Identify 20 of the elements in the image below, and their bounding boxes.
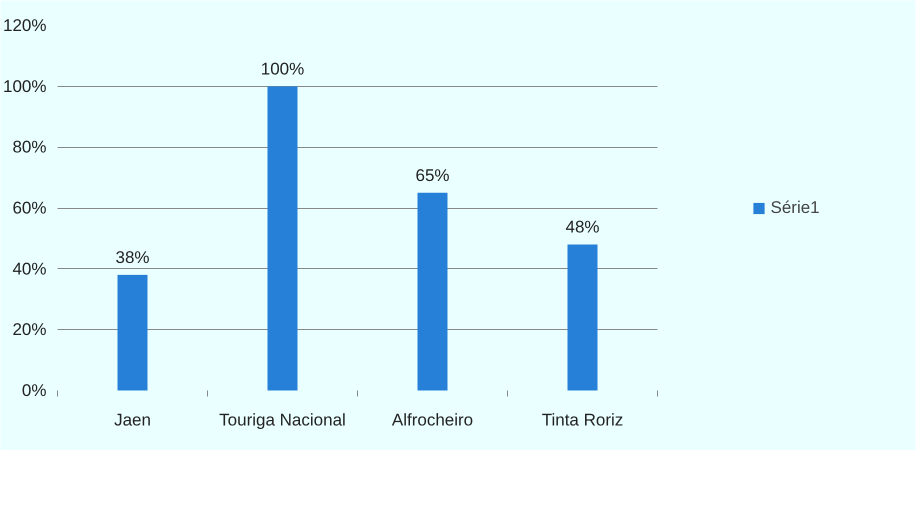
bar bbox=[568, 244, 598, 390]
x-tick-label: Alfrocheiro bbox=[392, 410, 474, 430]
y-tick-label: 40% bbox=[12, 259, 47, 278]
y-tick-label: 0% bbox=[22, 381, 47, 400]
data-label: 100% bbox=[260, 59, 304, 78]
y-tick-label: 80% bbox=[12, 138, 47, 157]
bar bbox=[418, 192, 448, 390]
data-label: 38% bbox=[115, 248, 150, 267]
data-label: 65% bbox=[415, 166, 450, 185]
bar bbox=[268, 86, 298, 390]
bar bbox=[118, 274, 148, 390]
y-tick-label: 20% bbox=[12, 320, 47, 340]
y-tick-label: 60% bbox=[12, 198, 47, 218]
x-tick-label: Touriga Nacional bbox=[219, 410, 346, 430]
x-tick-label: Jaen bbox=[114, 410, 151, 430]
data-label: 48% bbox=[565, 218, 600, 236]
y-tick-label: 120% bbox=[3, 16, 47, 35]
y-tick-label: 100% bbox=[3, 76, 47, 96]
x-tick-label: Tinta Roriz bbox=[542, 410, 624, 430]
legend-label: Série1 bbox=[770, 198, 820, 218]
